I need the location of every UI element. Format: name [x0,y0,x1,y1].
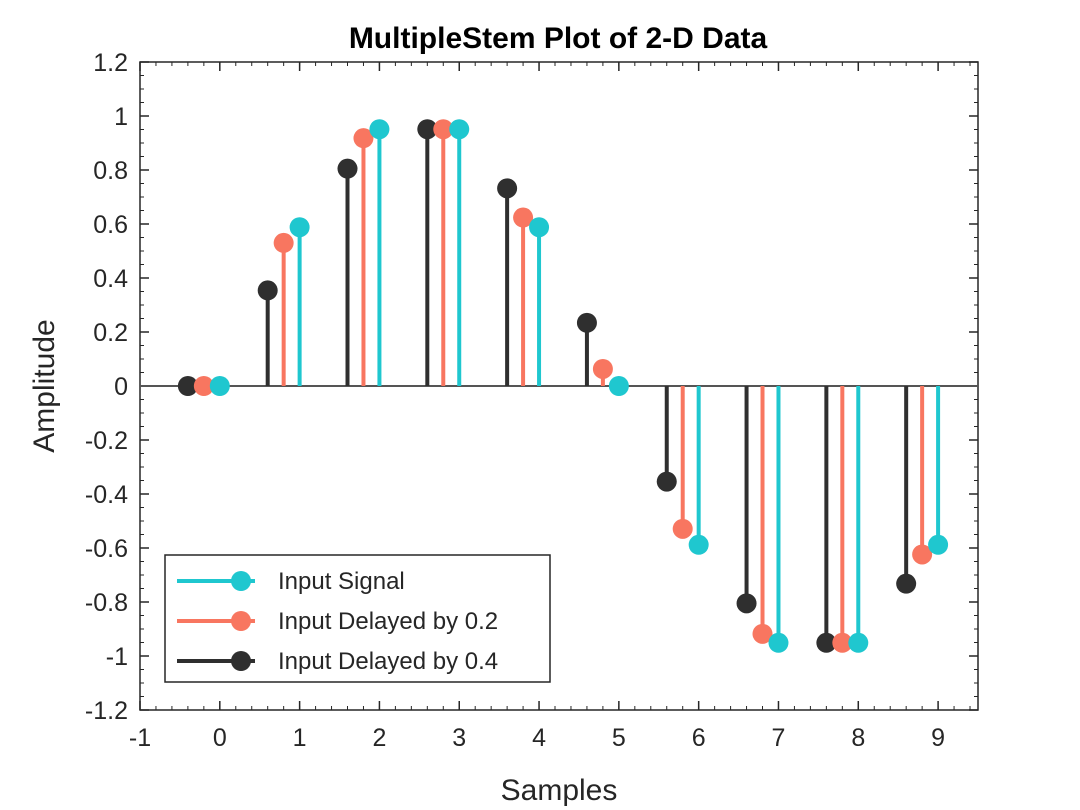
stem-marker [209,376,230,396]
x-tick-label: 4 [532,724,546,752]
y-tick-label: 1 [114,103,128,131]
x-tick-label: 6 [692,724,706,752]
watermark-text: 知乎 @阿昆的科研日常 [761,750,1050,783]
y-tick-label: 0.6 [93,211,128,239]
stem-marker [193,376,214,396]
x-tick-label: 1 [293,724,307,752]
legend-label: Input Delayed by 0.2 [278,608,498,635]
stem-marker [912,544,933,565]
legend-item: Input Signal [177,568,405,595]
y-tick-label: -0.4 [85,481,128,509]
legend-marker [231,611,251,631]
x-tick-label: 2 [372,724,386,752]
x-tick-label: 3 [452,724,466,752]
chart-title: MultipleStem Plot of 2-D Data [349,22,768,55]
legend-marker [231,571,251,591]
stem-marker [656,471,677,492]
stem-marker [768,632,789,653]
legend-box [164,554,551,683]
legend-label: Input Signal [278,568,405,595]
y-tick-label: -0.2 [85,427,128,455]
y-tick-label: 0.2 [93,319,128,347]
stem-marker [289,217,310,238]
x-tick-label: 5 [612,724,626,752]
stem-marker [337,158,358,179]
stem-series [177,119,949,653]
legend: Input Signal Input Delayed by 0.2 Input De… [164,554,551,683]
y-tick-label: -1.2 [85,697,128,725]
stem-marker [513,207,534,228]
stem-marker [273,232,294,253]
legend-label: Input Delayed by 0.4 [278,648,498,675]
stem-marker [832,632,853,653]
stem-marker [752,623,773,644]
legend-item: Input Delayed by 0.4 [177,648,498,675]
series-input-signal [209,119,949,653]
legend-marker [231,651,251,671]
stem-marker [369,119,390,140]
series-input-delayed-by-0-4 [177,119,917,653]
x-axis-label: Samples [501,774,618,807]
axes: -1 0 1 2 3 4 5 6 7 8 9-1.2-1-0.8-0.6-0.4-0.200.20.… [85,49,979,752]
stem-marker [449,119,470,140]
x-tick-label: 8 [851,724,865,752]
stem-marker [688,534,709,555]
stem-marker [257,280,278,301]
y-axis-label: Amplitude [28,319,61,452]
y-tick-label: 0.4 [93,265,128,293]
y-tick-label: -0.8 [85,589,128,617]
series-input-delayed-by-0-2 [193,119,933,653]
y-tick-label: 1.2 [93,49,128,77]
x-tick-label: 9 [931,724,945,752]
legend-item: Input Delayed by 0.2 [177,608,498,635]
stem-marker [896,573,917,594]
stem-marker [672,518,693,539]
x-tick-label: 7 [772,724,786,752]
stem-marker [848,632,869,653]
stem-marker [417,119,438,140]
stem-marker [592,358,613,379]
y-tick-label: 0.8 [93,157,128,185]
stem-marker [177,376,198,396]
stem-marker [576,312,597,333]
y-tick-label: 0 [114,373,128,401]
stem-marker [928,534,949,555]
stem-marker [608,376,629,396]
stem-marker [433,119,454,140]
y-tick-label: -0.6 [85,535,128,563]
x-tick-label: -1 [129,724,151,752]
stem-marker [497,178,518,199]
stem-marker [353,128,374,149]
y-tick-label: -1 [106,643,128,671]
stem-marker [736,593,757,614]
stem-marker [816,632,837,653]
x-tick-label: 0 [213,724,227,752]
stem-marker [529,217,550,238]
